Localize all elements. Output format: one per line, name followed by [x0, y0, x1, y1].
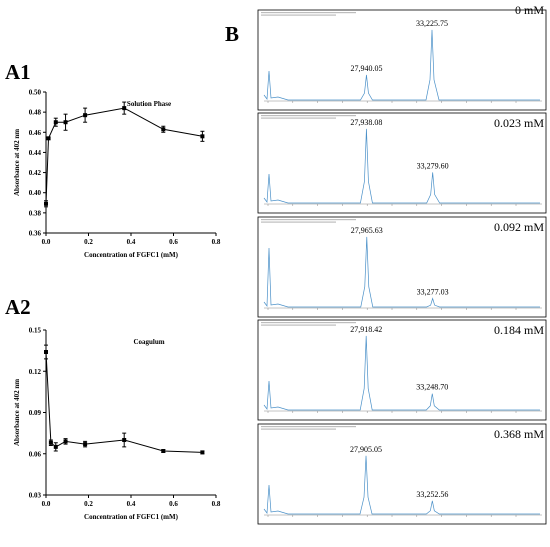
data-point — [53, 444, 58, 449]
data-point — [44, 201, 48, 206]
concentration-label: 0.023 mM — [494, 116, 544, 130]
spectrum-header-text-block — [261, 426, 356, 428]
y-tick-label: 0.36 — [29, 230, 42, 238]
series-line — [45, 107, 203, 204]
peak-label-1: 27,918.42 — [350, 325, 382, 334]
spectrum-header-text-block — [261, 14, 336, 16]
chart-title: Solution Phase — [127, 100, 171, 108]
x-tick-label: 0.6 — [169, 238, 178, 246]
panel-label-a1: A1 — [5, 60, 31, 84]
y-axis-label: Absorbance at 402 nm — [13, 129, 21, 196]
x-tick-label: 0.2 — [84, 238, 93, 246]
x-tick-label: 0.0 — [42, 500, 51, 508]
x-tick-label: 0.8 — [212, 238, 221, 246]
data-point — [83, 442, 88, 447]
concentration-label: 0.092 mM — [494, 220, 544, 234]
y-tick-label: 0.12 — [29, 368, 42, 376]
data-point — [53, 120, 58, 125]
peak-label-2: 33,225.75 — [416, 19, 448, 28]
data-point — [44, 350, 48, 354]
spectrum-trace — [263, 455, 540, 515]
peak-label-1: 27,905.05 — [350, 445, 382, 454]
y-tick-label: 0.06 — [29, 450, 42, 458]
y-tick-label: 0.03 — [29, 492, 42, 500]
y-axis-label: Absorbance at 402 nm — [13, 379, 21, 446]
peak-label-1: 27,965.63 — [351, 226, 383, 235]
peak-label-2: 33,277.03 — [417, 288, 449, 297]
spectrum-frame — [257, 9, 547, 111]
peak-label-2: 33,252.56 — [416, 490, 448, 499]
spectrum-frame — [257, 319, 547, 421]
panel-label-a2: A2 — [5, 295, 31, 319]
data-point — [200, 450, 205, 455]
x-axis-label: Concentration of FGFC1 (mM) — [84, 251, 179, 259]
spectrum-trace — [263, 128, 540, 204]
spectrum-header-text-block — [261, 117, 336, 119]
x-tick-label: 0.4 — [127, 500, 136, 508]
spectrum-frame — [257, 423, 547, 525]
data-point — [161, 127, 166, 132]
y-tick-label: 0.42 — [29, 169, 42, 177]
x-tick-label: 0.6 — [169, 500, 178, 508]
spectrum-header-text-block — [261, 324, 336, 326]
panel-label-b: B — [225, 22, 240, 46]
concentration-label: 0.368 mM — [494, 427, 544, 441]
data-point — [63, 120, 68, 125]
x-tick-label: 0.4 — [127, 238, 136, 246]
data-point — [161, 449, 166, 453]
x-tick-label: 0.2 — [84, 500, 93, 508]
concentration-label: 0 mM — [515, 3, 544, 17]
data-point — [63, 439, 68, 444]
data-point — [46, 136, 51, 141]
data-point — [122, 106, 127, 111]
peak-label-1: 27,940.05 — [350, 64, 382, 73]
peak-label-2: 33,248.70 — [416, 383, 448, 392]
spectrum-header-text-block — [261, 221, 336, 223]
y-tick-label: 0.44 — [29, 149, 42, 157]
peak-label-2: 33,279.60 — [417, 161, 449, 170]
data-point — [48, 440, 53, 445]
x-tick-label: 0.0 — [42, 238, 51, 246]
y-tick-label: 0.50 — [29, 89, 42, 97]
x-tick-label: 0.8 — [212, 500, 221, 508]
spectrum-trace — [263, 236, 540, 308]
y-tick-label: 0.09 — [29, 409, 42, 417]
y-tick-label: 0.38 — [29, 209, 42, 217]
spectrum-header-text-block — [261, 428, 336, 430]
peak-label-1: 27,938.08 — [350, 118, 382, 127]
spectrum-header-text-block — [261, 115, 356, 117]
y-tick-label: 0.15 — [29, 327, 42, 335]
data-point — [83, 113, 88, 118]
spectrum-header-text-block — [261, 322, 356, 324]
x-axis-label: Concentration of FGFC1 (mM) — [84, 513, 179, 521]
concentration-label: 0.184 mM — [494, 323, 544, 337]
y-tick-label: 0.48 — [29, 109, 42, 117]
spectrum-trace — [263, 335, 540, 411]
spectrum-frame — [257, 112, 547, 214]
spectrum-trace — [263, 29, 540, 101]
data-point — [200, 134, 205, 139]
spectrum-frame — [257, 216, 547, 318]
y-tick-label: 0.46 — [29, 129, 42, 137]
spectrum-header-text-block — [261, 219, 356, 221]
chart-title: Coagulum — [133, 338, 164, 346]
y-tick-label: 0.40 — [29, 189, 42, 197]
data-point — [122, 438, 127, 442]
spectrum-header-text-block — [261, 12, 356, 14]
